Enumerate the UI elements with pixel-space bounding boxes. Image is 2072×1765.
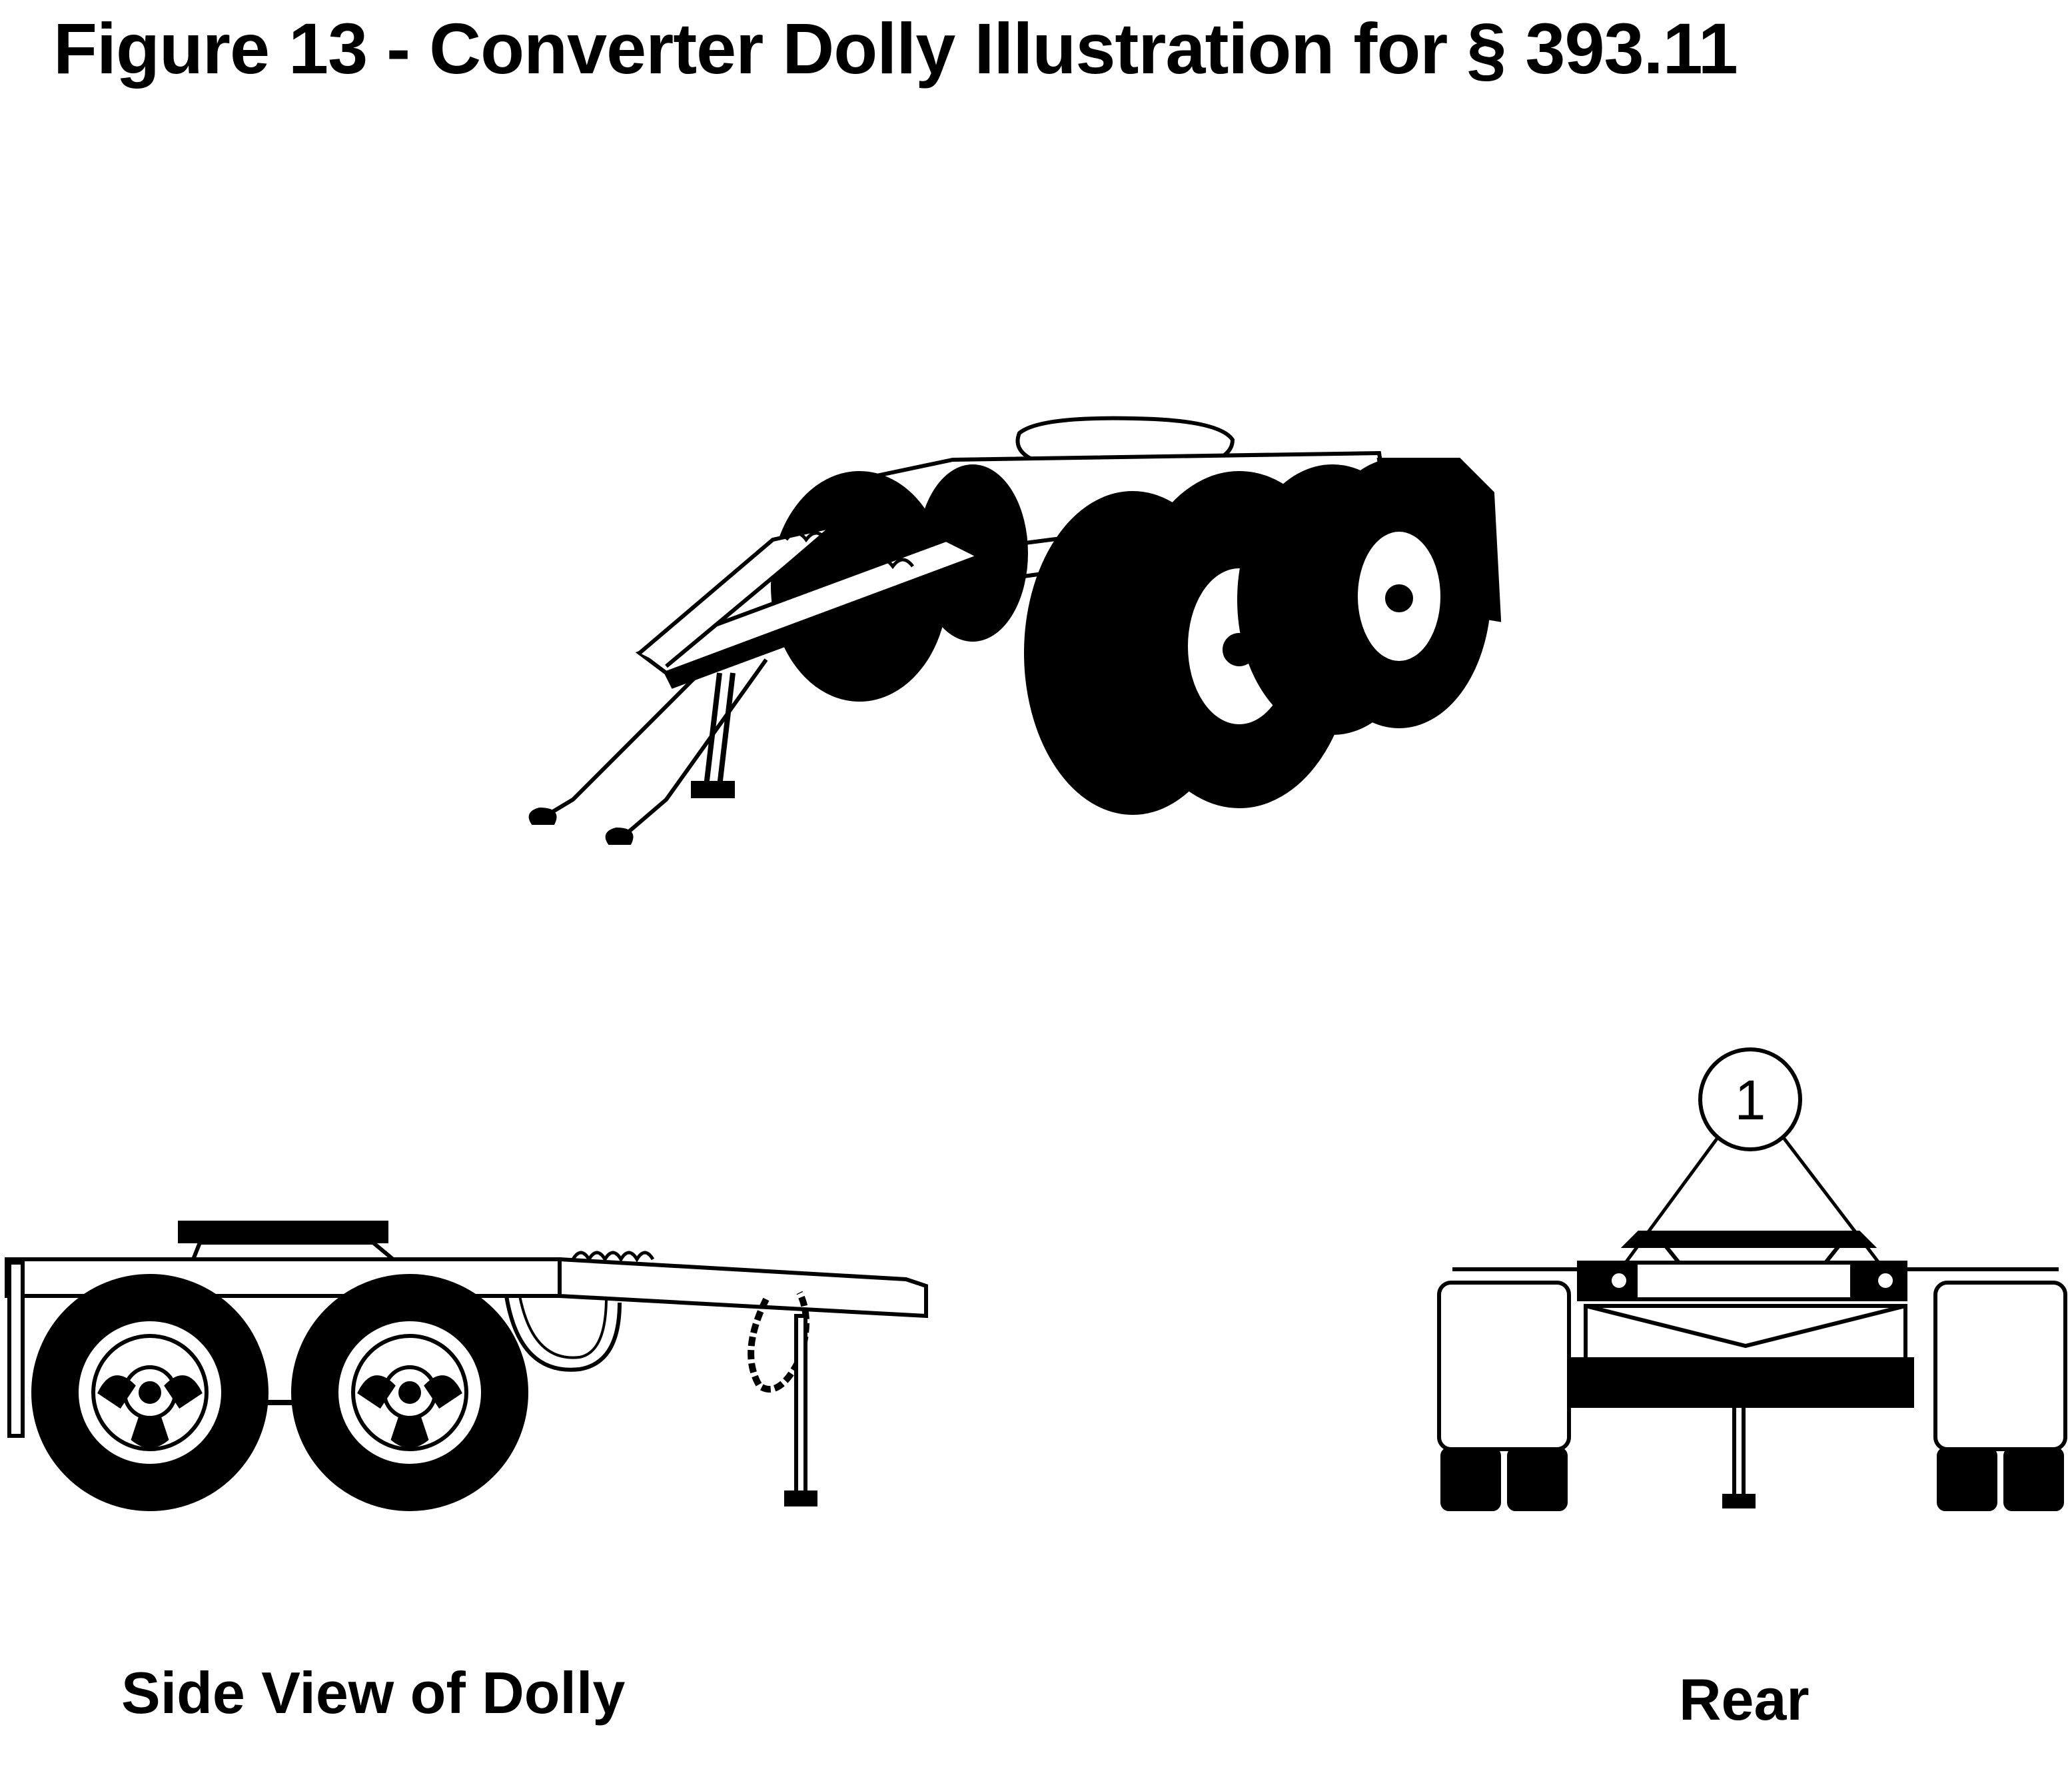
rear-landing-leg xyxy=(1732,1404,1746,1501)
drawbar-left-arm xyxy=(638,524,834,668)
coiled-air-lines xyxy=(785,531,914,570)
side-view-caption: Side View of Dolly xyxy=(121,1660,626,1726)
side-rear-post xyxy=(7,1261,25,1438)
callout-leader-right xyxy=(1781,1135,1880,1264)
side-hose-inner xyxy=(518,1295,608,1359)
hub-rear-center xyxy=(1385,584,1413,612)
rear-tire-left-2 xyxy=(1507,1447,1568,1511)
landing-foot xyxy=(691,781,735,798)
figure-title: Figure 13 - Converter Dolly Illustration… xyxy=(53,8,1738,89)
callout-leader-left xyxy=(1624,1135,1721,1264)
side-wheel-2-slot-c xyxy=(390,1417,429,1448)
safety-chain-left xyxy=(538,671,702,822)
rear-tire-right-1 xyxy=(1937,1447,1997,1511)
side-landing-leg xyxy=(794,1314,807,1498)
side-wheel-2-slot-b xyxy=(424,1375,462,1409)
rear-landing-foot xyxy=(1722,1494,1756,1508)
side-landing-foot xyxy=(784,1490,817,1506)
rear-fifth-wheel xyxy=(1620,1231,1877,1248)
callout-bubble xyxy=(1698,1047,1802,1151)
side-wheel-1-slot-c xyxy=(131,1417,169,1448)
rear-tire-right-2 xyxy=(2003,1447,2064,1511)
side-wheel-2-center xyxy=(398,1381,421,1404)
drawbar-side xyxy=(663,553,981,689)
rear-fifth-wheel-base xyxy=(1661,1244,1843,1265)
rear-fender-right xyxy=(1933,1281,2067,1451)
side-view-dolly xyxy=(5,1221,928,1511)
side-coiled-lines xyxy=(571,1251,655,1263)
side-hose xyxy=(504,1295,622,1372)
side-wheel-2-slot-a xyxy=(357,1375,396,1409)
rear-lamp-right xyxy=(1874,1269,1897,1292)
side-tongue xyxy=(558,1257,928,1319)
rear-view-caption: Rear xyxy=(1679,1666,1810,1732)
rear-lamp-left xyxy=(1608,1269,1630,1292)
side-wheel-1-slot-b xyxy=(164,1375,203,1409)
rear-cross-brace xyxy=(1584,1304,1907,1361)
rear-fender-left xyxy=(1437,1281,1571,1451)
side-chain xyxy=(748,1291,809,1393)
side-fifth-wheel xyxy=(178,1221,388,1243)
side-fifth-wheel-base xyxy=(190,1241,399,1261)
rear-tire-left-1 xyxy=(1440,1447,1501,1511)
landing-leg xyxy=(704,672,736,787)
side-wheel-1-slot-a xyxy=(97,1375,136,1409)
hook-right xyxy=(605,827,634,845)
rear-axle-beam xyxy=(1570,1357,1914,1408)
safety-chain-right xyxy=(618,658,768,842)
rear-view-dolly xyxy=(1437,1047,2067,1511)
perspective-view-dolly xyxy=(528,416,1502,845)
side-wheel-1-center xyxy=(139,1381,161,1404)
callout-number: 1 xyxy=(1735,1069,1766,1131)
hook-left xyxy=(528,807,557,825)
